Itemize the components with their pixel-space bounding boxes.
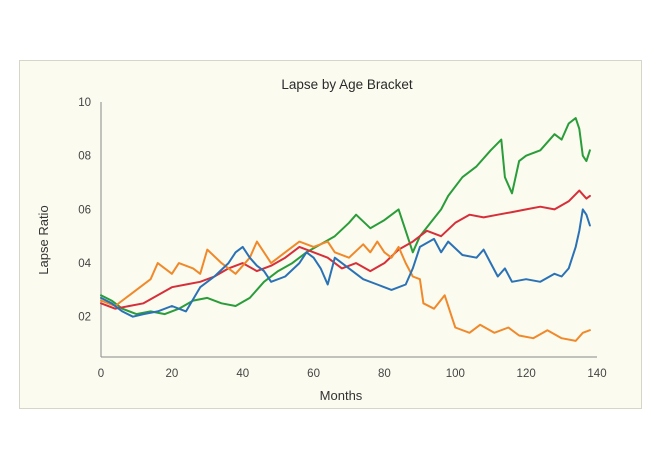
x-tick-label: 140 — [587, 368, 606, 380]
x-axis-label: Months — [320, 388, 363, 403]
series-line-3 — [100, 240, 591, 342]
x-tick-label: 80 — [378, 368, 391, 380]
y-tick-label: 08 — [78, 151, 91, 163]
x-tick-label: 20 — [165, 368, 178, 380]
series-line-4 — [100, 208, 591, 318]
y-tick-label: 10 — [78, 97, 91, 109]
chart-title: Lapse by Age Bracket — [281, 77, 413, 92]
chart-panel — [19, 60, 642, 409]
x-tick-label: 100 — [446, 368, 465, 380]
series-layer — [100, 117, 591, 342]
x-tick-label: 40 — [236, 368, 249, 380]
series-line-1 — [100, 117, 591, 316]
y-axis-label: Lapse Ratio — [36, 205, 51, 274]
series-line-2 — [100, 189, 591, 310]
x-tick-label: 0 — [98, 368, 104, 380]
y-tick-label: 04 — [78, 258, 91, 270]
y-tick-label: 06 — [78, 204, 91, 216]
tick-layer: 0 20 40 60 80 100 120 140 02 04 06 08 10 — [78, 97, 606, 380]
x-tick-label: 60 — [307, 368, 320, 380]
y-tick-label: 02 — [78, 312, 91, 324]
x-tick-label: 120 — [517, 368, 536, 380]
